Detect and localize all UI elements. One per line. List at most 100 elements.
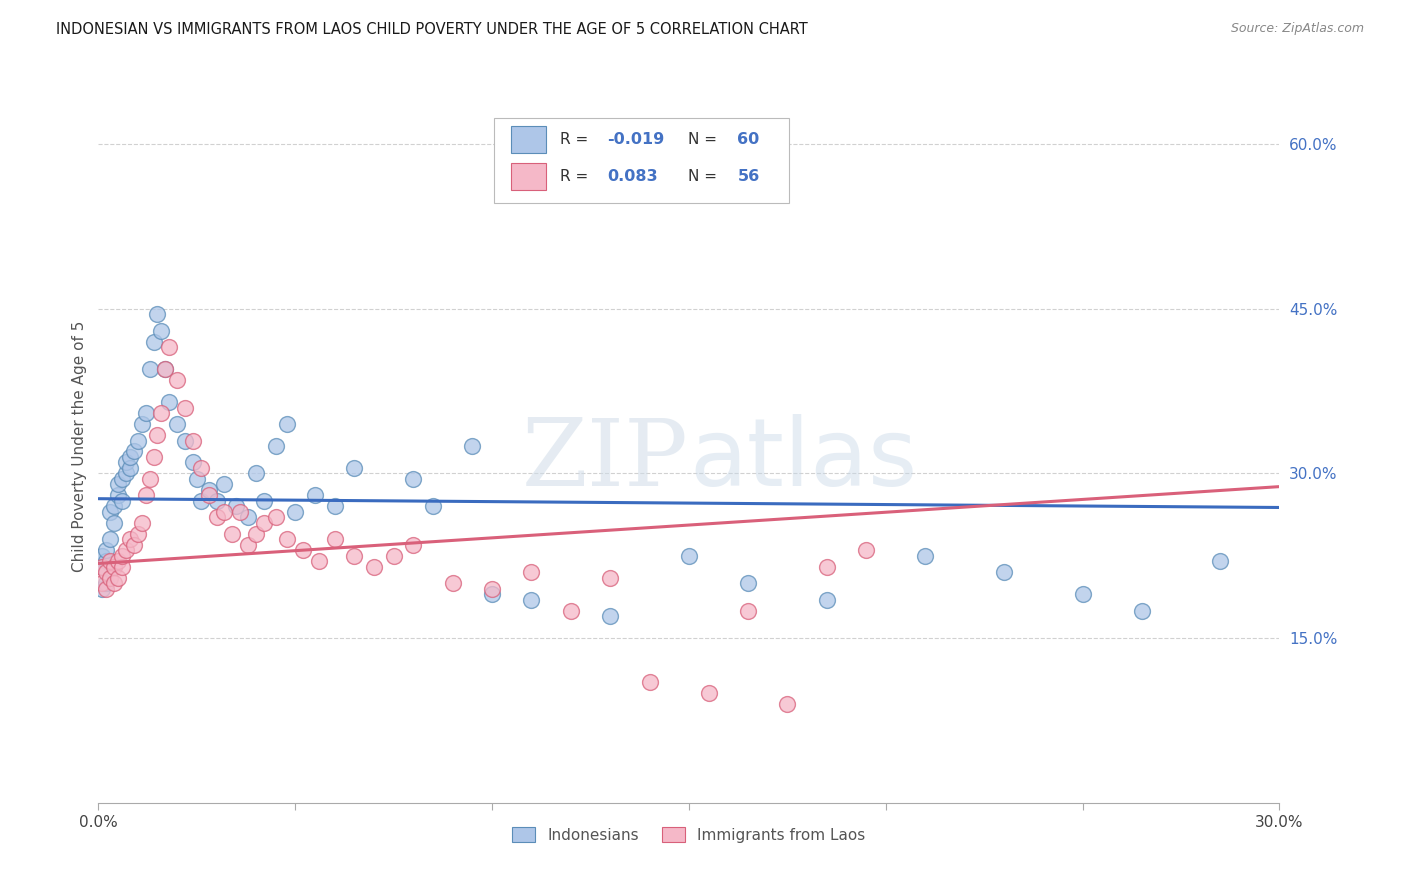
Point [776,697,799,711]
Point [103,500,125,514]
Point [678,549,700,563]
Text: N =: N = [688,169,721,184]
Point [441,576,464,591]
Point [91,582,114,596]
Point [599,571,621,585]
Text: R =: R = [560,169,593,184]
Point [98,554,121,568]
Point [236,538,259,552]
Point [197,488,219,502]
Point [103,516,125,530]
Point [166,417,188,431]
Point [91,559,114,574]
Point [96,582,118,596]
Point [107,554,129,568]
Point [284,505,307,519]
Text: R =: R = [560,132,593,146]
Point [111,472,134,486]
Point [138,362,160,376]
Text: 56: 56 [737,169,759,184]
Point [343,461,366,475]
Point [155,362,177,376]
Point [96,576,118,591]
Point [166,373,188,387]
Y-axis label: Child Poverty Under the Age of 5: Child Poverty Under the Age of 5 [72,320,87,572]
Point [98,571,121,585]
Point [96,566,118,580]
Point [150,406,173,420]
Point [323,533,346,547]
Point [115,455,138,469]
Point [697,686,720,700]
Point [276,533,298,547]
Point [96,554,118,568]
Point [135,488,157,502]
Point [150,324,173,338]
Bar [510,162,546,190]
Point [186,472,208,486]
Point [855,543,877,558]
Point [914,549,936,563]
Legend: Indonesians, Immigrants from Laos: Indonesians, Immigrants from Laos [506,821,872,848]
Point [520,592,543,607]
Point [993,566,1015,580]
FancyBboxPatch shape [494,118,789,203]
Point [111,559,134,574]
Point [323,500,346,514]
Point [111,494,134,508]
Point [481,587,503,601]
Point [157,395,180,409]
Point [229,505,252,519]
Point [214,477,236,491]
Text: N =: N = [688,132,721,146]
Point [127,526,149,541]
Point [264,510,287,524]
Point [146,307,169,321]
Point [402,538,425,552]
Point [343,549,366,563]
Point [103,559,125,574]
Point [111,549,134,563]
Text: Source: ZipAtlas.com: Source: ZipAtlas.com [1230,22,1364,36]
Point [264,439,287,453]
Point [638,675,661,690]
Point [1209,554,1232,568]
Point [118,533,141,547]
Point [96,543,118,558]
Point [190,494,212,508]
Point [98,533,121,547]
Point [422,500,444,514]
Text: atlas: atlas [689,414,917,507]
Point [103,576,125,591]
Point [142,450,165,464]
Text: 60: 60 [737,132,759,146]
Point [815,559,838,574]
Point [181,434,204,448]
Text: INDONESIAN VS IMMIGRANTS FROM LAOS CHILD POVERTY UNDER THE AGE OF 5 CORRELATION : INDONESIAN VS IMMIGRANTS FROM LAOS CHILD… [56,22,808,37]
Point [98,505,121,519]
Point [382,549,405,563]
Point [155,362,177,376]
Point [174,434,197,448]
Point [107,571,129,585]
Point [118,450,141,464]
Point [127,434,149,448]
Point [402,472,425,486]
Point [174,401,197,415]
Point [599,609,621,624]
Point [481,582,503,596]
Point [221,526,243,541]
Point [135,406,157,420]
Point [205,494,228,508]
Point [461,439,484,453]
Bar [510,126,546,153]
Point [131,516,153,530]
Point [131,417,153,431]
Point [157,340,180,354]
Point [308,554,330,568]
Point [292,543,315,558]
Point [107,488,129,502]
Point [91,576,114,591]
Point [197,483,219,497]
Point [214,505,236,519]
